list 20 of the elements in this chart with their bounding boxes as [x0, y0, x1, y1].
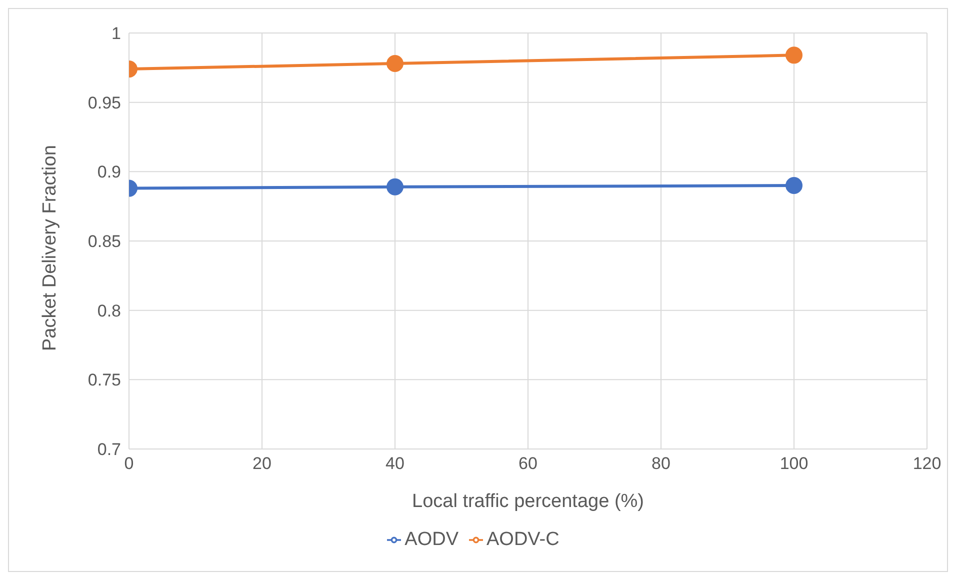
- y-tick-label: 0.8: [97, 301, 121, 320]
- x-tick-label: 60: [518, 454, 538, 474]
- legend-label: AODV: [404, 529, 458, 550]
- y-tick-label: 1: [112, 24, 121, 44]
- x-tick-label: 20: [252, 454, 272, 474]
- y-tick-label: 0.85: [88, 232, 121, 252]
- point: [786, 177, 802, 194]
- y-axis-title: Packet Delivery Fraction: [40, 145, 61, 351]
- legend-label: AODV-C: [486, 529, 560, 550]
- y-tick-label: 0.9: [97, 162, 121, 182]
- x-tick-label: 120: [912, 454, 942, 474]
- x-axis-title: Local traffic percentage (%): [412, 491, 644, 512]
- x-tick-label: 100: [780, 454, 808, 474]
- y-tick-label: 0.95: [88, 93, 121, 112]
- x-tick-label: 80: [652, 454, 670, 474]
- y-tick-label: 0.7: [97, 440, 121, 460]
- y-tick-label: 0.75: [88, 370, 121, 390]
- x-tick-label: 0: [124, 454, 134, 474]
- x-tick-label: 40: [386, 454, 404, 474]
- point: [786, 46, 802, 64]
